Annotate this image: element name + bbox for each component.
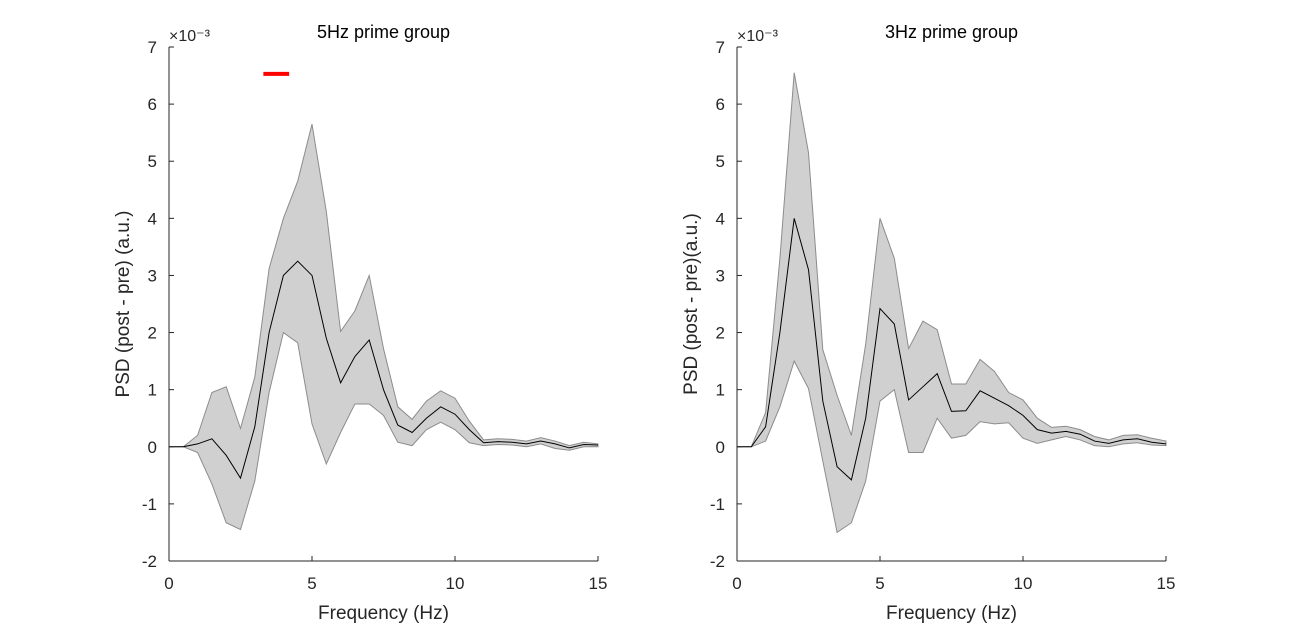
mean-line (737, 218, 1167, 481)
x-tick-label: 5 (307, 574, 316, 593)
x-axis-label: Frequency (Hz) (318, 603, 449, 624)
y-tick-label: 2 (148, 324, 157, 343)
y-tick-label: -1 (710, 495, 725, 514)
chart-panel-1: 0 5 10 15 -2 -1 0 1 2 3 4 5 6 7 ×10⁻³ 5Hz prime group Fr… (113, 22, 607, 624)
y-tick-label: -2 (142, 552, 157, 571)
y-tick-label: 3 (148, 266, 157, 285)
chart-title: 3Hz prime group (885, 22, 1018, 42)
y-axis-label: PSD (post - pre) (a.u.) (113, 211, 134, 398)
error-band (169, 123, 599, 531)
x-tick-label: 10 (1014, 574, 1033, 593)
y-tick-label: -2 (710, 552, 725, 571)
y-multiplier-label: ×10⁻³ (169, 28, 211, 45)
y-tick-label: 5 (148, 152, 157, 171)
y-tick-label: 6 (716, 95, 725, 114)
y-tick-label: -1 (142, 495, 157, 514)
x-axis-label: Frequency (Hz) (886, 603, 1017, 624)
mean-line (169, 260, 599, 480)
x-tick-label: 0 (164, 574, 173, 593)
y-tick-label: 2 (716, 324, 725, 343)
y-tick-label: 1 (716, 381, 725, 400)
y-tick-label: 4 (716, 209, 725, 228)
x-tick-label: 15 (589, 574, 608, 593)
y-tick-label: 1 (148, 381, 157, 400)
x-tick-label: 15 (1157, 574, 1176, 593)
y-multiplier-label: ×10⁻³ (737, 28, 779, 45)
y-tick-label: 7 (716, 38, 725, 57)
y-axis-label: PSD (post - pre)(a.u.) (681, 213, 702, 395)
y-tick-label: 7 (148, 38, 157, 57)
y-tick-label: 4 (148, 209, 157, 228)
x-tick-label: 5 (875, 574, 884, 593)
y-tick-label: 5 (716, 152, 725, 171)
y-tick-label: 3 (716, 266, 725, 285)
y-tick-label: 6 (148, 95, 157, 114)
y-tick-label: 0 (148, 438, 157, 457)
x-tick-label: 10 (446, 574, 465, 593)
chart-panel-2: 0 5 10 15 -2 -1 0 1 2 3 4 5 6 7 ×10⁻³ 3Hz prime group Fr… (681, 22, 1175, 624)
y-tick-label: 0 (716, 438, 725, 457)
chart-title: 5Hz prime group (317, 22, 450, 42)
error-band (737, 72, 1167, 534)
x-tick-label: 0 (732, 574, 741, 593)
